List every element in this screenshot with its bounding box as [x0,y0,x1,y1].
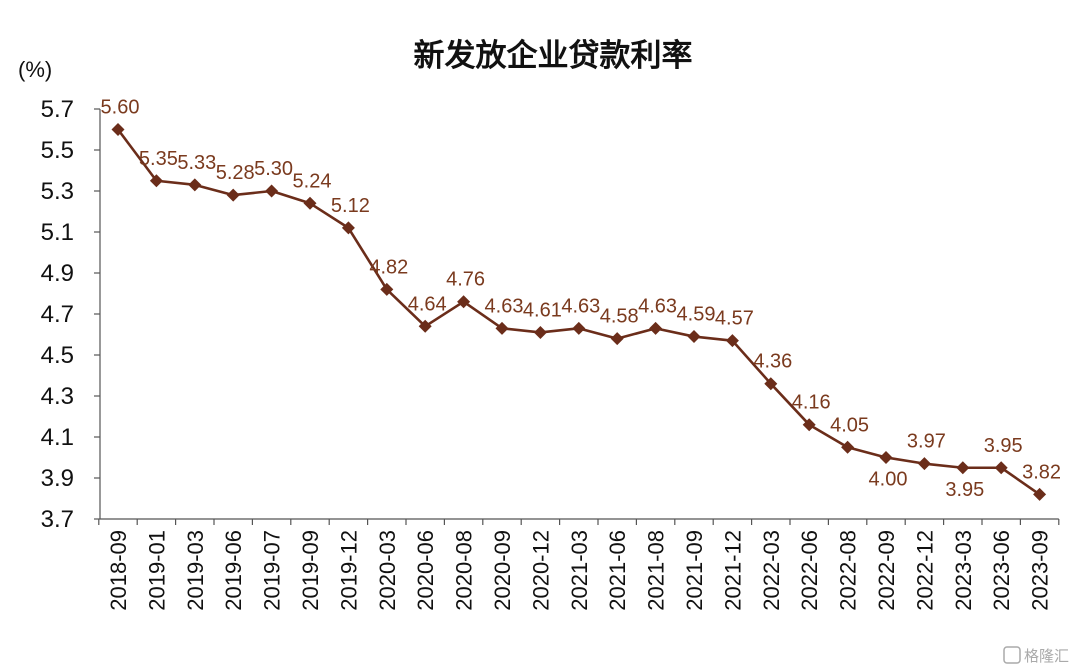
x-tick-label: 2019-12 [336,530,361,611]
y-tick-label: 5.1 [41,219,74,246]
data-label: 4.64 [408,293,447,315]
x-tick-label: 2020-09 [490,530,515,611]
data-label: 5.24 [293,170,332,192]
x-tick-label: 2020-03 [375,530,400,611]
data-point-marker [418,319,432,333]
x-tick-label: 2019-07 [260,530,285,611]
x-tick-label: 2019-01 [144,530,169,611]
data-label: 4.82 [369,256,408,278]
y-tick-label: 5.5 [41,137,74,164]
y-tick-label: 4.3 [41,383,74,410]
data-label: 4.16 [792,392,831,414]
x-tick-label: 2019-03 [183,530,208,611]
data-point-marker [687,330,701,344]
data-point-marker [188,178,202,192]
data-point-marker [533,325,547,339]
x-tick-label: 2021-03 [567,530,592,611]
data-point-marker [841,440,855,454]
data-label: 4.58 [600,306,639,328]
x-tick-label: 2021-12 [720,530,745,611]
data-point-marker [956,461,970,475]
x-tick-label: 2022-06 [797,530,822,611]
data-label: 3.95 [984,435,1023,457]
data-label: 4.36 [753,351,792,373]
data-label: 5.33 [177,152,216,174]
y-tick-label: 5.3 [41,178,74,205]
x-axis-ticks: 2018-09 2019-01 2019-03 2019-06 2019-07 2019-… [98,519,1060,611]
x-tick-label: 2023-09 [1028,530,1053,611]
data-labels: 5.60 5.35 5.33 5.28 5.305.24 5.12 4.824.644.76… [101,97,1062,501]
x-tick-label: 2021-09 [682,530,707,611]
data-point-marker [457,295,471,309]
data-point-marker [725,334,739,348]
watermark-text: 格隆汇 [1024,647,1069,665]
data-point-marker [764,377,778,391]
data-point-marker [802,418,816,432]
data-point-marker [380,282,394,296]
data-point-marker [226,188,240,202]
data-label: 4.00 [869,469,908,491]
x-tick-label: 2019-09 [298,530,323,611]
y-tick-label: 4.1 [41,424,74,451]
data-point-marker [303,196,317,210]
data-label: 3.97 [907,431,946,453]
y-tick-label: 4.7 [41,301,74,328]
x-tick-label: 2020-08 [452,530,477,611]
data-point-marker [917,457,931,471]
data-label: 4.59 [677,304,716,326]
data-label: 4.76 [446,269,485,291]
data-point-marker [495,321,509,335]
watermark: 格隆汇 [1003,646,1069,665]
chart-title: 新发放企业贷款利率 [414,38,693,74]
x-tick-label: 2023-03 [951,530,976,611]
data-point-marker [610,332,624,346]
data-point-marker [265,184,279,198]
data-point-marker [572,321,586,335]
data-point-marker [341,221,355,235]
y-tick-label: 3.7 [41,506,74,533]
x-tick-label: 2019-06 [221,530,246,611]
data-point-marker [879,451,893,464]
data-point-marker [111,123,125,136]
watermark-logo-icon [1003,646,1021,664]
x-tick-label: 2020-06 [413,530,438,611]
data-label: 4.61 [523,299,562,321]
data-point-marker [649,321,663,335]
data-label: 4.57 [715,308,754,330]
data-label: 3.95 [945,479,984,501]
y-tick-label: 4.5 [41,342,74,369]
x-tick-label: 2022-09 [874,530,899,611]
data-label: 5.35 [139,148,178,170]
data-label: 5.28 [216,162,255,184]
y-axis-unit-label: (%) [18,57,52,82]
data-point-marker [1033,487,1047,501]
x-tick-label: 2022-12 [912,530,937,611]
data-label: 5.30 [254,158,293,180]
data-label: 4.05 [830,414,869,436]
data-label: 5.60 [101,97,140,119]
y-axis-ticks: 5.7 5.5 5.3 5.1 4.9 4.7 4.5 4.3 4.1 3.9 3.7 [41,96,100,533]
data-label: 4.63 [638,295,677,317]
data-points [111,123,1047,501]
data-label: 5.12 [331,195,370,217]
x-tick-label: 2023-06 [989,530,1014,611]
data-point-marker [149,174,163,188]
y-tick-label: 5.7 [41,96,74,123]
x-tick-label: 2021-08 [644,530,669,611]
y-tick-label: 4.9 [41,260,74,287]
data-point-marker [994,461,1008,475]
x-tick-label: 2018-09 [106,530,131,611]
x-tick-label: 2021-06 [605,530,630,611]
x-tick-label: 2022-03 [759,530,784,611]
y-tick-label: 3.9 [41,465,74,492]
data-label: 4.63 [485,295,524,317]
x-tick-label: 2020-12 [528,530,553,611]
x-tick-label: 2022-08 [836,530,861,611]
data-label: 4.63 [561,295,600,317]
data-label: 3.82 [1022,461,1061,483]
